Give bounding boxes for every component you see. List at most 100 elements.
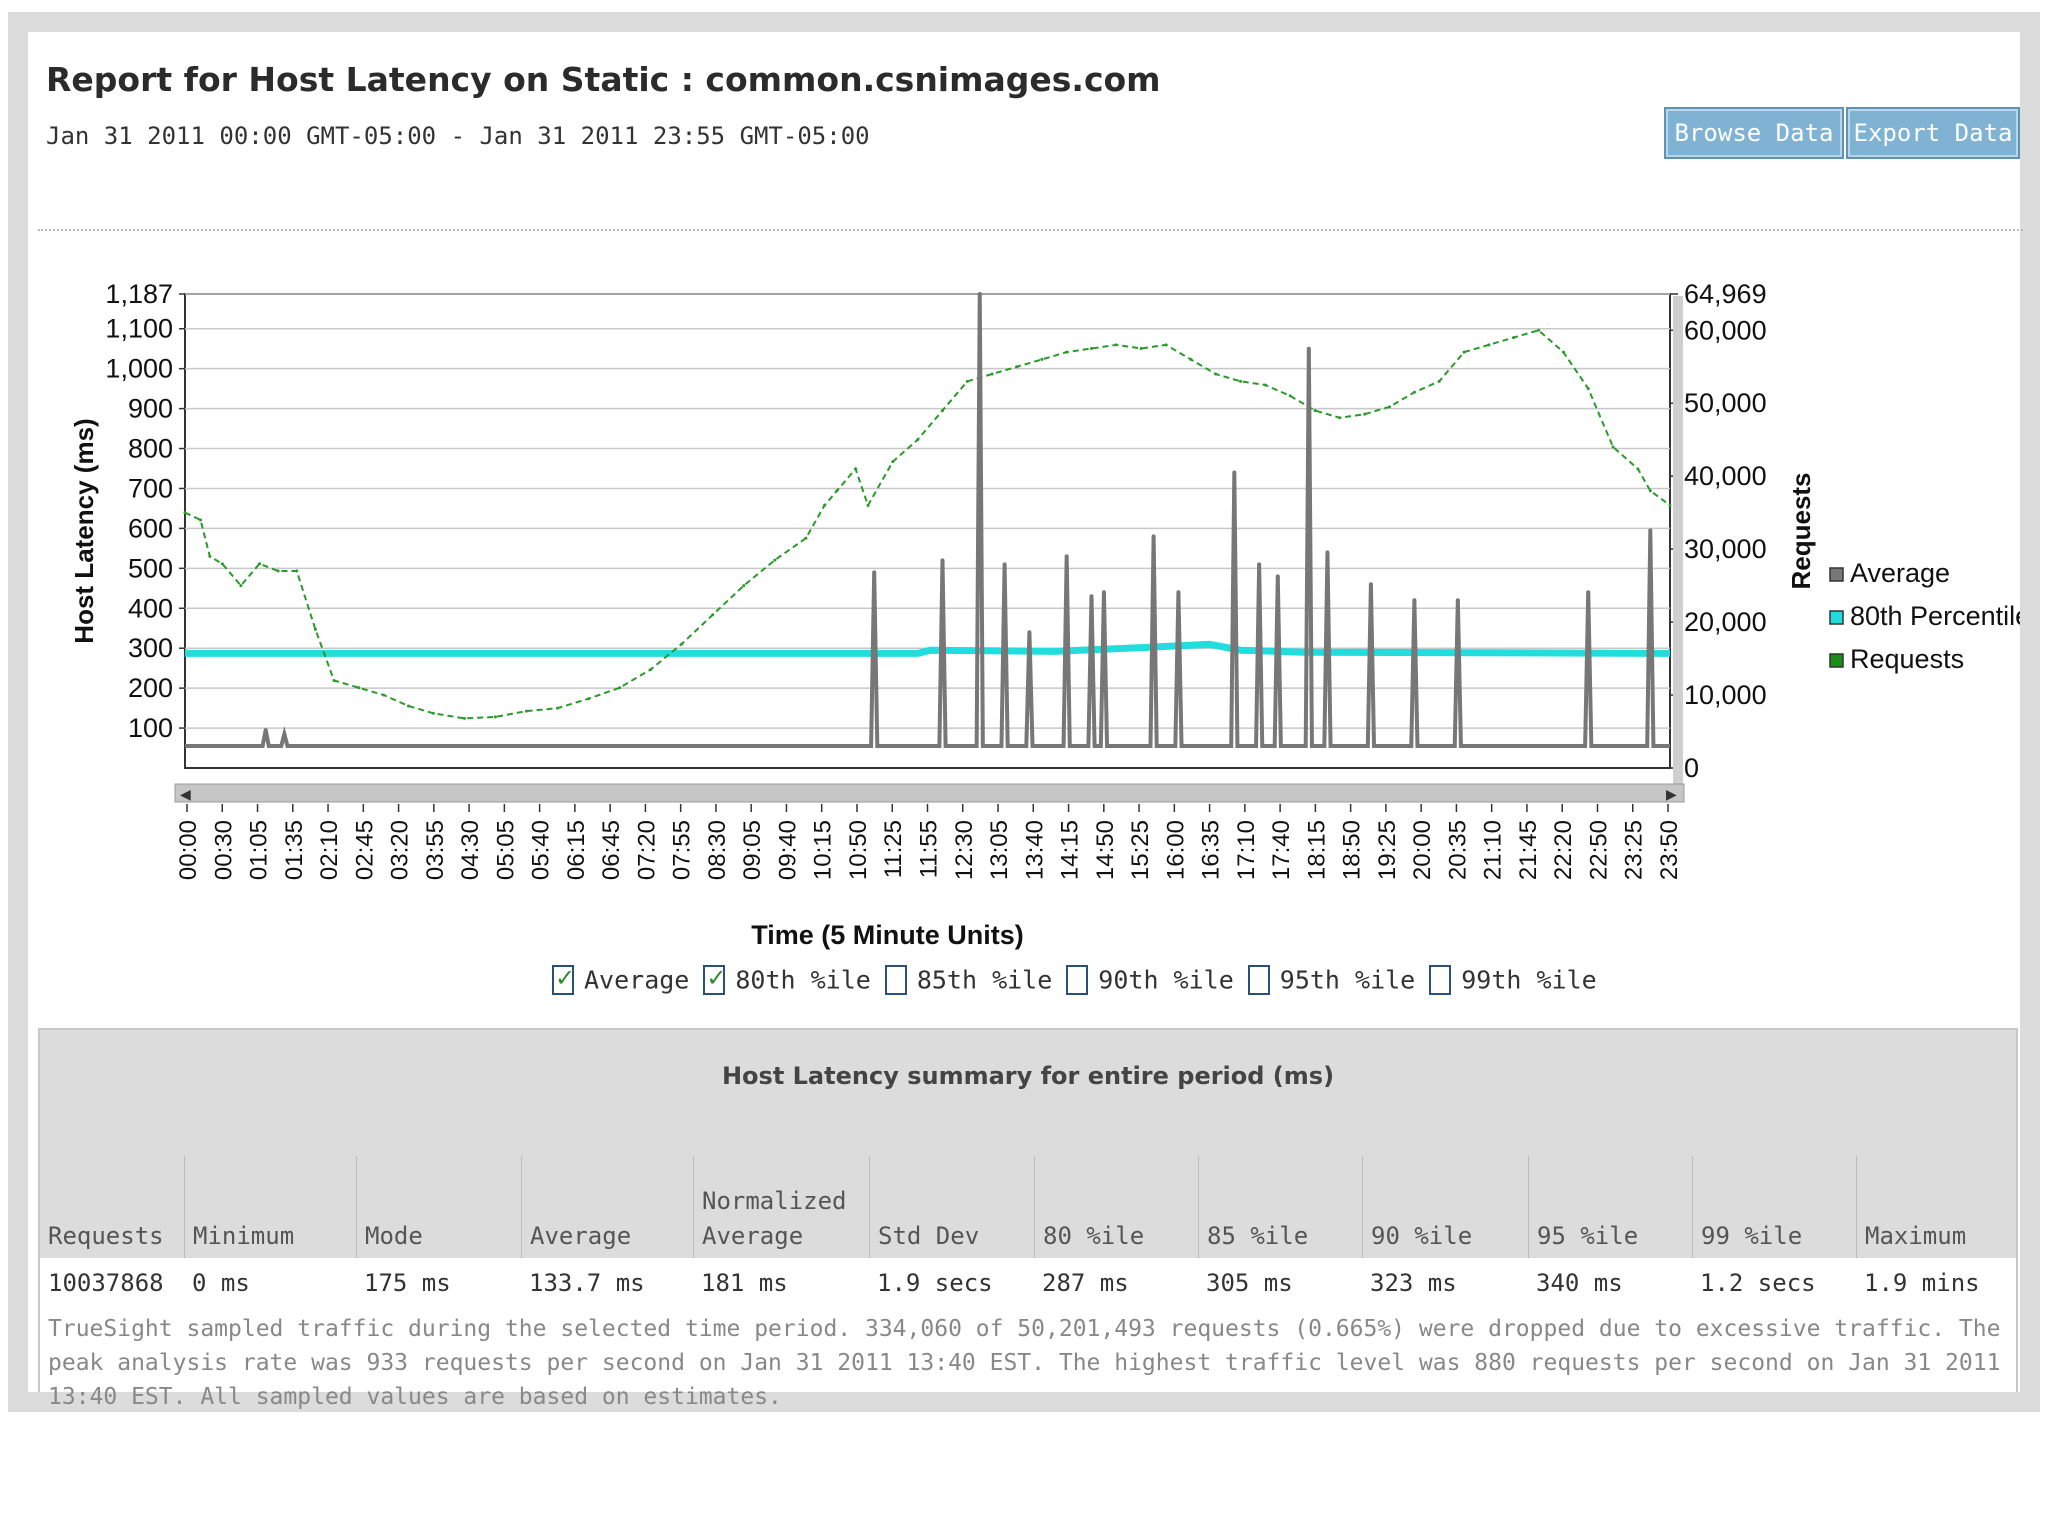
requests-point (940, 409, 944, 413)
summary-value-cell: 0 ms (192, 1269, 250, 1297)
y-right-tick-label: 30,000 (1684, 534, 1767, 564)
requests-point (742, 584, 746, 588)
requests-point (1363, 412, 1367, 416)
x-tick-label: 05:40 (528, 820, 555, 880)
requests-point (587, 697, 591, 701)
date-range: Jan 31 2011 00:00 GMT-05:00 - Jan 31 201… (46, 122, 870, 150)
requests-point (276, 569, 280, 573)
requests-point (823, 503, 827, 507)
requests-point (524, 709, 528, 713)
requests-point (773, 558, 777, 562)
requests-point (711, 613, 715, 617)
x-tick-label: 11:55 (916, 820, 943, 878)
requests-point (1065, 350, 1069, 354)
requests-point (1487, 343, 1491, 347)
summary-header-text: 80 %ile (1043, 1222, 1145, 1250)
requests-point (556, 706, 560, 710)
y-right-tick-label: 60,000 (1684, 315, 1767, 345)
toggle-checkbox[interactable] (1247, 965, 1270, 995)
summary-header-text: 95 %ile (1537, 1222, 1639, 1250)
plot-area (184, 293, 1671, 769)
toggle-label: 95th %ile (1279, 965, 1416, 995)
legend-label: 80th Percentile (1850, 601, 2020, 631)
y-left-tick-label: 400 (128, 593, 173, 623)
requests-point (1164, 343, 1168, 347)
summary-value-cell: 305 ms (1206, 1269, 1293, 1297)
report-title: Report for Host Latency on Static : comm… (46, 60, 1161, 99)
summary-header-cell: Normalized Average (693, 1156, 869, 1258)
legend-label: Requests (1850, 644, 1964, 674)
requests-point (1239, 379, 1243, 383)
x-tick-label: 17:10 (1233, 820, 1260, 880)
summary-value-cell: 287 ms (1042, 1269, 1129, 1297)
y-left-tick-label: 200 (128, 673, 173, 703)
requests-point (462, 716, 466, 720)
requests-point (1189, 357, 1193, 361)
toggle-checkbox[interactable] (1429, 965, 1452, 995)
x-tick-label: 09:05 (739, 820, 766, 880)
y-left-tick-label: 600 (128, 513, 173, 543)
requests-point (220, 562, 224, 566)
summary-header-text: Average (702, 1222, 804, 1250)
requests-point (258, 562, 262, 566)
x-axis-title: Time (5 Minute Units) (751, 920, 1024, 950)
x-tick-label: 01:05 (246, 820, 273, 880)
average-spike-point (872, 570, 877, 575)
summary-header-text: 85 %ile (1207, 1222, 1309, 1250)
x-tick-label: 10:50 (845, 820, 872, 880)
requests-point (1114, 343, 1118, 347)
summary-value-cell: 1.9 secs (877, 1269, 993, 1297)
requests-point (1090, 346, 1094, 350)
toggle-checkbox[interactable] (703, 964, 726, 995)
export-data-button[interactable]: Export Data (1846, 107, 2020, 159)
x-tick-label: 00:30 (210, 820, 237, 880)
average-spike-point (1306, 346, 1311, 351)
x-tick-label: 22:50 (1585, 820, 1612, 880)
scroll-left-arrow: ◀ (180, 786, 191, 802)
toggle-label: 85th %ile (916, 965, 1053, 995)
requests-point (835, 489, 839, 493)
toggle-checkbox[interactable] (1066, 965, 1089, 995)
summary-value-cell: 1.2 secs (1700, 1269, 1816, 1297)
y-left-tick-label: 1,000 (105, 354, 173, 384)
summary-header-cell: Requests (40, 1156, 184, 1258)
requests-point (1288, 394, 1292, 398)
average-spike-point (1027, 630, 1032, 635)
latency-chart: 100 200 300 400 500 600 700 800 900 1,000 1,100 1,1… (69, 279, 2020, 950)
x-tick-label: 16:35 (1198, 820, 1225, 880)
y-right-tick-label: 20,000 (1684, 607, 1767, 637)
summary-header-cell: 80 %ile (1034, 1156, 1198, 1258)
summary-header-text: Minimum (193, 1222, 295, 1250)
x-tick-label: 22:20 (1550, 820, 1577, 880)
x-tick-label: 02:45 (351, 820, 378, 880)
summary-values-row: 10037868 0 ms 175 ms 133.7 ms 181 ms 1.9 secs… (40, 1258, 2016, 1308)
x-tick-label: 23:50 (1656, 820, 1683, 880)
toggle-checkbox[interactable] (552, 964, 575, 995)
summary-value-cell: 133.7 ms (529, 1269, 645, 1297)
requests-point (183, 511, 187, 515)
requests-point (1214, 372, 1218, 376)
average-spike-point (1412, 598, 1417, 603)
summary-header-cell: 90 %ile (1362, 1156, 1528, 1258)
requests-point (1015, 365, 1019, 369)
average-spike-point (1002, 562, 1007, 567)
requests-point (1338, 416, 1342, 420)
requests-point (208, 554, 212, 558)
right-scroll-strip (1673, 296, 1683, 792)
x-tick-label: 16:00 (1162, 820, 1189, 880)
requests-point (649, 668, 653, 672)
x-tick-label: 23:25 (1621, 820, 1648, 880)
toggle-checkbox[interactable] (884, 965, 907, 995)
average-spike-point (1151, 534, 1156, 539)
x-tick-label: 09:40 (774, 820, 801, 880)
report-panel: Report for Host Latency on Static : comm… (28, 32, 2023, 1410)
summary-header-cell: Std Dev (869, 1156, 1034, 1258)
summary-header-text: Requests (48, 1222, 164, 1250)
browse-data-button[interactable]: Browse Data (1664, 107, 1844, 159)
requests-point (407, 704, 411, 708)
y-right-axis-title: Requests (1786, 472, 1816, 589)
y-right-tick-label: 10,000 (1684, 680, 1767, 710)
average-spike-point (1176, 590, 1181, 595)
horizontal-scrollbar (174, 783, 1685, 803)
toggle-label: 99th %ile (1461, 965, 1597, 995)
